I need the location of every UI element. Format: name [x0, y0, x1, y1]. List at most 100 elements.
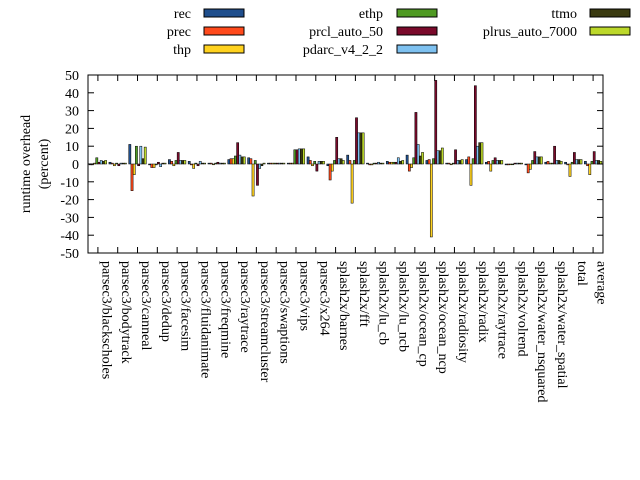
bar-ttmo — [577, 159, 581, 165]
y-axis-label-line: (percent) — [37, 138, 52, 189]
bar-thp — [548, 162, 552, 165]
bar-rec — [524, 163, 528, 166]
bar-prec — [308, 160, 312, 165]
bar-ethp — [412, 157, 416, 165]
legend-label: pdarc_v4_2_2 — [303, 43, 383, 58]
bar-ttmo — [141, 158, 145, 165]
bar-ttmo — [102, 161, 105, 165]
y-axis-label-line: runtime overhead — [19, 115, 34, 213]
bar-rec — [207, 162, 211, 165]
bar-ethp — [352, 160, 356, 165]
bar-prcl_auto_50 — [493, 157, 497, 165]
bar-thp — [113, 163, 116, 167]
bar-rec — [168, 159, 171, 165]
bar-rec — [346, 154, 350, 165]
bar-prcl_auto_50 — [117, 163, 121, 167]
bar-ttmo — [418, 155, 422, 165]
bar-pdarc_v4_2_2 — [317, 161, 321, 165]
bar-ethp — [451, 162, 455, 165]
bar-thp — [568, 163, 572, 177]
legend-label: thp — [173, 43, 191, 58]
bar-plrus_auto_7000 — [361, 132, 365, 165]
x-tick-label: parsec3/facesim — [178, 261, 193, 351]
bar-ttmo — [438, 150, 442, 165]
bar-plrus_auto_7000 — [520, 162, 523, 165]
legend-label: ethp — [359, 7, 383, 22]
bar-rec — [425, 160, 429, 165]
x-tick-label: parsec3/canneal — [138, 261, 153, 350]
bar-thp — [172, 163, 176, 167]
bar-plrus_auto_7000 — [302, 148, 306, 165]
bar-ethp — [511, 163, 515, 166]
bar-prec — [507, 163, 510, 166]
bar-ttmo — [557, 160, 561, 165]
bar-prcl_auto_50 — [315, 163, 319, 172]
x-tick-label: parsec3/bodytrack — [118, 261, 133, 364]
bar-pdarc_v4_2_2 — [496, 160, 499, 165]
bar-plrus_auto_7000 — [124, 162, 127, 165]
bar-prcl_auto_50 — [454, 149, 457, 165]
bar-ethp — [491, 160, 495, 165]
bar-thp — [489, 163, 493, 172]
bar-prcl_auto_50 — [414, 112, 418, 165]
bar-pdarc_v4_2_2 — [297, 148, 301, 165]
bar-prcl_auto_50 — [295, 149, 299, 165]
x-tick-label: splash2x/lu_ncb — [396, 261, 411, 352]
bar-plrus_auto_7000 — [381, 162, 385, 165]
bar-rec — [306, 156, 310, 165]
bar-pdarc_v4_2_2 — [575, 159, 578, 165]
bar-plrus_auto_7000 — [223, 162, 226, 165]
bar-ttmo — [260, 163, 264, 167]
x-ticks: parsec3/blackscholes parsec3/bodytrack par… — [97, 75, 609, 403]
y-tick-label: -40 — [60, 229, 79, 244]
bar-prcl_auto_50 — [137, 163, 140, 167]
bar-thp — [311, 163, 314, 167]
bar-prec — [566, 163, 570, 166]
bar-plrus_auto_7000 — [500, 160, 504, 165]
bar-ethp — [531, 160, 534, 165]
bar-ethp — [115, 162, 118, 165]
legend-label: ttmo — [551, 7, 577, 22]
bar-pdarc_v4_2_2 — [476, 145, 479, 165]
bar-rec — [366, 162, 369, 165]
legend-swatch — [203, 44, 245, 54]
bar-thp — [469, 163, 473, 186]
bar-ttmo — [201, 162, 204, 165]
bar-ethp — [273, 162, 277, 165]
bar-ethp — [432, 158, 435, 165]
bar-prcl_auto_50 — [394, 161, 398, 165]
bar-pdarc_v4_2_2 — [119, 162, 123, 165]
bar-prcl_auto_50 — [216, 161, 220, 165]
legend-swatch — [203, 26, 245, 36]
bar-ethp — [333, 160, 336, 165]
y-tick-label: 10 — [65, 140, 79, 155]
bar-ethp — [313, 161, 317, 165]
bar-prec — [407, 163, 411, 172]
legend-swatch — [396, 26, 438, 36]
bar-ethp — [174, 160, 178, 165]
bar-pdarc_v4_2_2 — [357, 132, 361, 165]
bar-ttmo — [339, 158, 343, 165]
bar-rec — [148, 163, 151, 166]
bar-rec — [405, 154, 409, 165]
bar-thp — [370, 163, 374, 166]
bar-pdarc_v4_2_2 — [238, 154, 242, 165]
y-tick-label: -10 — [60, 176, 79, 191]
bar-prec — [586, 163, 589, 167]
bar-prcl_auto_50 — [374, 162, 378, 165]
bar-rec — [544, 161, 548, 165]
x-tick-label: splash2x/raytrace — [495, 261, 510, 359]
bar-ttmo — [537, 156, 541, 165]
bar-rec — [465, 159, 468, 165]
bar-pdarc_v4_2_2 — [535, 156, 539, 165]
bar-prcl_auto_50 — [553, 145, 556, 165]
bar-thp — [429, 163, 433, 238]
bar-ttmo — [498, 160, 501, 165]
bar-pdarc_v4_2_2 — [595, 160, 598, 165]
bar-rec — [247, 157, 251, 165]
legend-swatch — [396, 8, 438, 18]
bar-thp — [212, 163, 215, 166]
bar-ttmo — [518, 162, 521, 165]
x-tick-label: splash2x/radiosity — [455, 261, 470, 363]
bar-pdarc_v4_2_2 — [198, 161, 202, 165]
